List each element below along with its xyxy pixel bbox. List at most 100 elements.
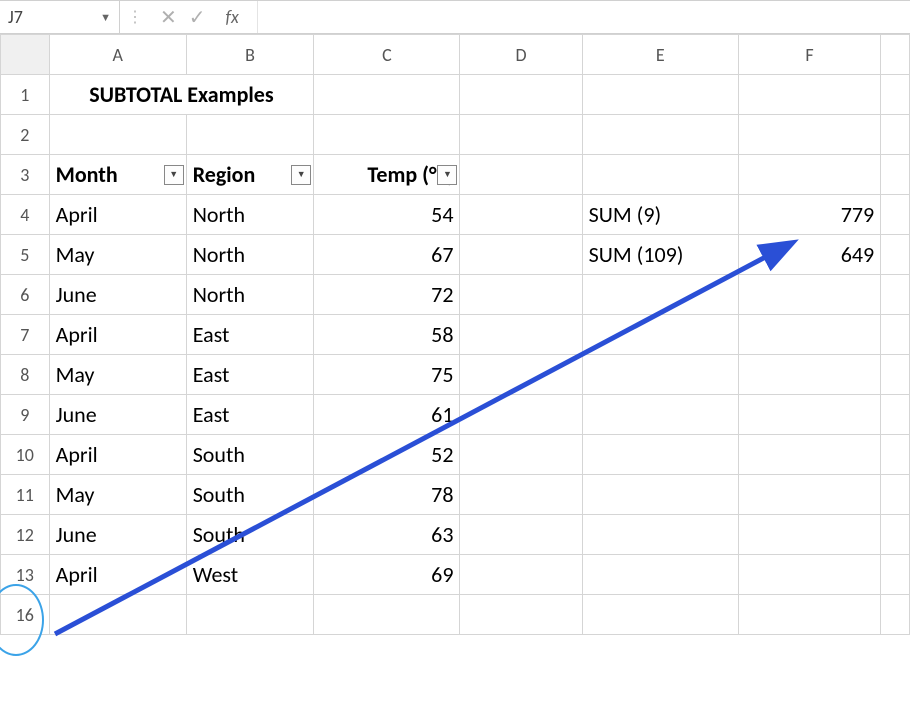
cell[interactable] [738,155,880,195]
cell[interactable] [460,555,582,595]
cell[interactable] [582,395,738,435]
row-header[interactable]: 8 [1,355,50,395]
cell[interactable] [314,595,460,635]
cell[interactable] [738,555,880,595]
cell-region[interactable]: West [186,555,314,595]
cell[interactable] [582,555,738,595]
cell[interactable] [881,275,910,315]
cell[interactable] [582,475,738,515]
row-header[interactable]: 13 [1,555,50,595]
cell[interactable] [738,475,880,515]
cell-temp[interactable]: 63 [314,515,460,555]
cell[interactable] [460,155,582,195]
cell[interactable] [460,195,582,235]
row-header[interactable]: 9 [1,395,50,435]
name-box-dropdown-icon[interactable]: ▼ [100,11,111,24]
cell-region[interactable]: East [186,315,314,355]
cell-month[interactable]: June [49,395,186,435]
cell-temp[interactable]: 75 [314,355,460,395]
cell[interactable] [881,515,910,555]
cell[interactable] [881,155,910,195]
cell-region[interactable]: South [186,435,314,475]
row-header[interactable]: 10 [1,435,50,475]
cell-month[interactable]: May [49,235,186,275]
cell-month[interactable]: April [49,435,186,475]
summary-label[interactable]: SUM (9) [582,195,738,235]
cell[interactable] [186,595,314,635]
summary-value[interactable]: 779 [738,195,880,235]
cell[interactable] [582,275,738,315]
formula-input[interactable] [258,1,910,33]
table-header-region[interactable]: Region ▼ [186,155,314,195]
cell[interactable] [460,315,582,355]
cell-region[interactable]: North [186,235,314,275]
cell[interactable] [582,435,738,475]
filter-dropdown-icon[interactable]: ▼ [437,165,457,185]
cell-region[interactable]: North [186,195,314,235]
cancel-icon[interactable]: ✕ [160,5,177,30]
cell[interactable] [881,355,910,395]
enter-icon[interactable]: ✓ [189,5,206,30]
col-header-extra[interactable] [881,35,910,75]
col-header-D[interactable]: D [460,35,582,75]
cell[interactable] [738,75,880,115]
cell[interactable] [881,195,910,235]
cell[interactable] [460,275,582,315]
cell[interactable] [49,115,186,155]
cell[interactable] [460,435,582,475]
col-header-A[interactable]: A [49,35,186,75]
row-header[interactable]: 6 [1,275,50,315]
summary-value[interactable]: 649 [738,235,880,275]
cell[interactable] [49,595,186,635]
row-header[interactable]: 16 [1,595,50,635]
row-header[interactable]: 7 [1,315,50,355]
cell[interactable] [460,475,582,515]
filter-dropdown-icon[interactable]: ▼ [291,165,311,185]
cell-temp[interactable]: 67 [314,235,460,275]
cell-temp[interactable]: 58 [314,315,460,355]
cell-region[interactable]: East [186,395,314,435]
cell[interactable] [460,235,582,275]
cell[interactable] [881,475,910,515]
cell-month[interactable]: April [49,315,186,355]
cell[interactable] [582,155,738,195]
row-header[interactable]: 3 [1,155,50,195]
cell[interactable] [314,115,460,155]
cell[interactable] [582,75,738,115]
row-header[interactable]: 12 [1,515,50,555]
cell[interactable] [314,75,460,115]
col-header-C[interactable]: C [314,35,460,75]
name-box[interactable]: J7 ▼ [0,1,120,33]
summary-label[interactable]: SUM (109) [582,235,738,275]
cell[interactable] [582,515,738,555]
cell-temp[interactable]: 61 [314,395,460,435]
cell-month[interactable]: April [49,195,186,235]
cell[interactable] [881,395,910,435]
cell-region[interactable]: East [186,355,314,395]
cell[interactable] [738,395,880,435]
cell[interactable] [460,355,582,395]
cell-region[interactable]: South [186,475,314,515]
cell[interactable] [582,115,738,155]
row-header[interactable]: 4 [1,195,50,235]
col-header-E[interactable]: E [582,35,738,75]
row-header[interactable]: 1 [1,75,50,115]
cell[interactable] [738,515,880,555]
cell-month[interactable]: April [49,555,186,595]
cell-region[interactable]: North [186,275,314,315]
col-header-B[interactable]: B [186,35,314,75]
cell[interactable] [460,515,582,555]
cell-temp[interactable]: 78 [314,475,460,515]
cell-temp[interactable]: 52 [314,435,460,475]
cell[interactable] [881,555,910,595]
cell[interactable] [881,235,910,275]
cell[interactable] [738,595,880,635]
cell[interactable] [738,315,880,355]
cell[interactable] [460,595,582,635]
cell[interactable] [738,435,880,475]
cell[interactable] [738,275,880,315]
row-header[interactable]: 5 [1,235,50,275]
cell[interactable] [582,595,738,635]
cell[interactable] [582,315,738,355]
cell-month[interactable]: May [49,475,186,515]
